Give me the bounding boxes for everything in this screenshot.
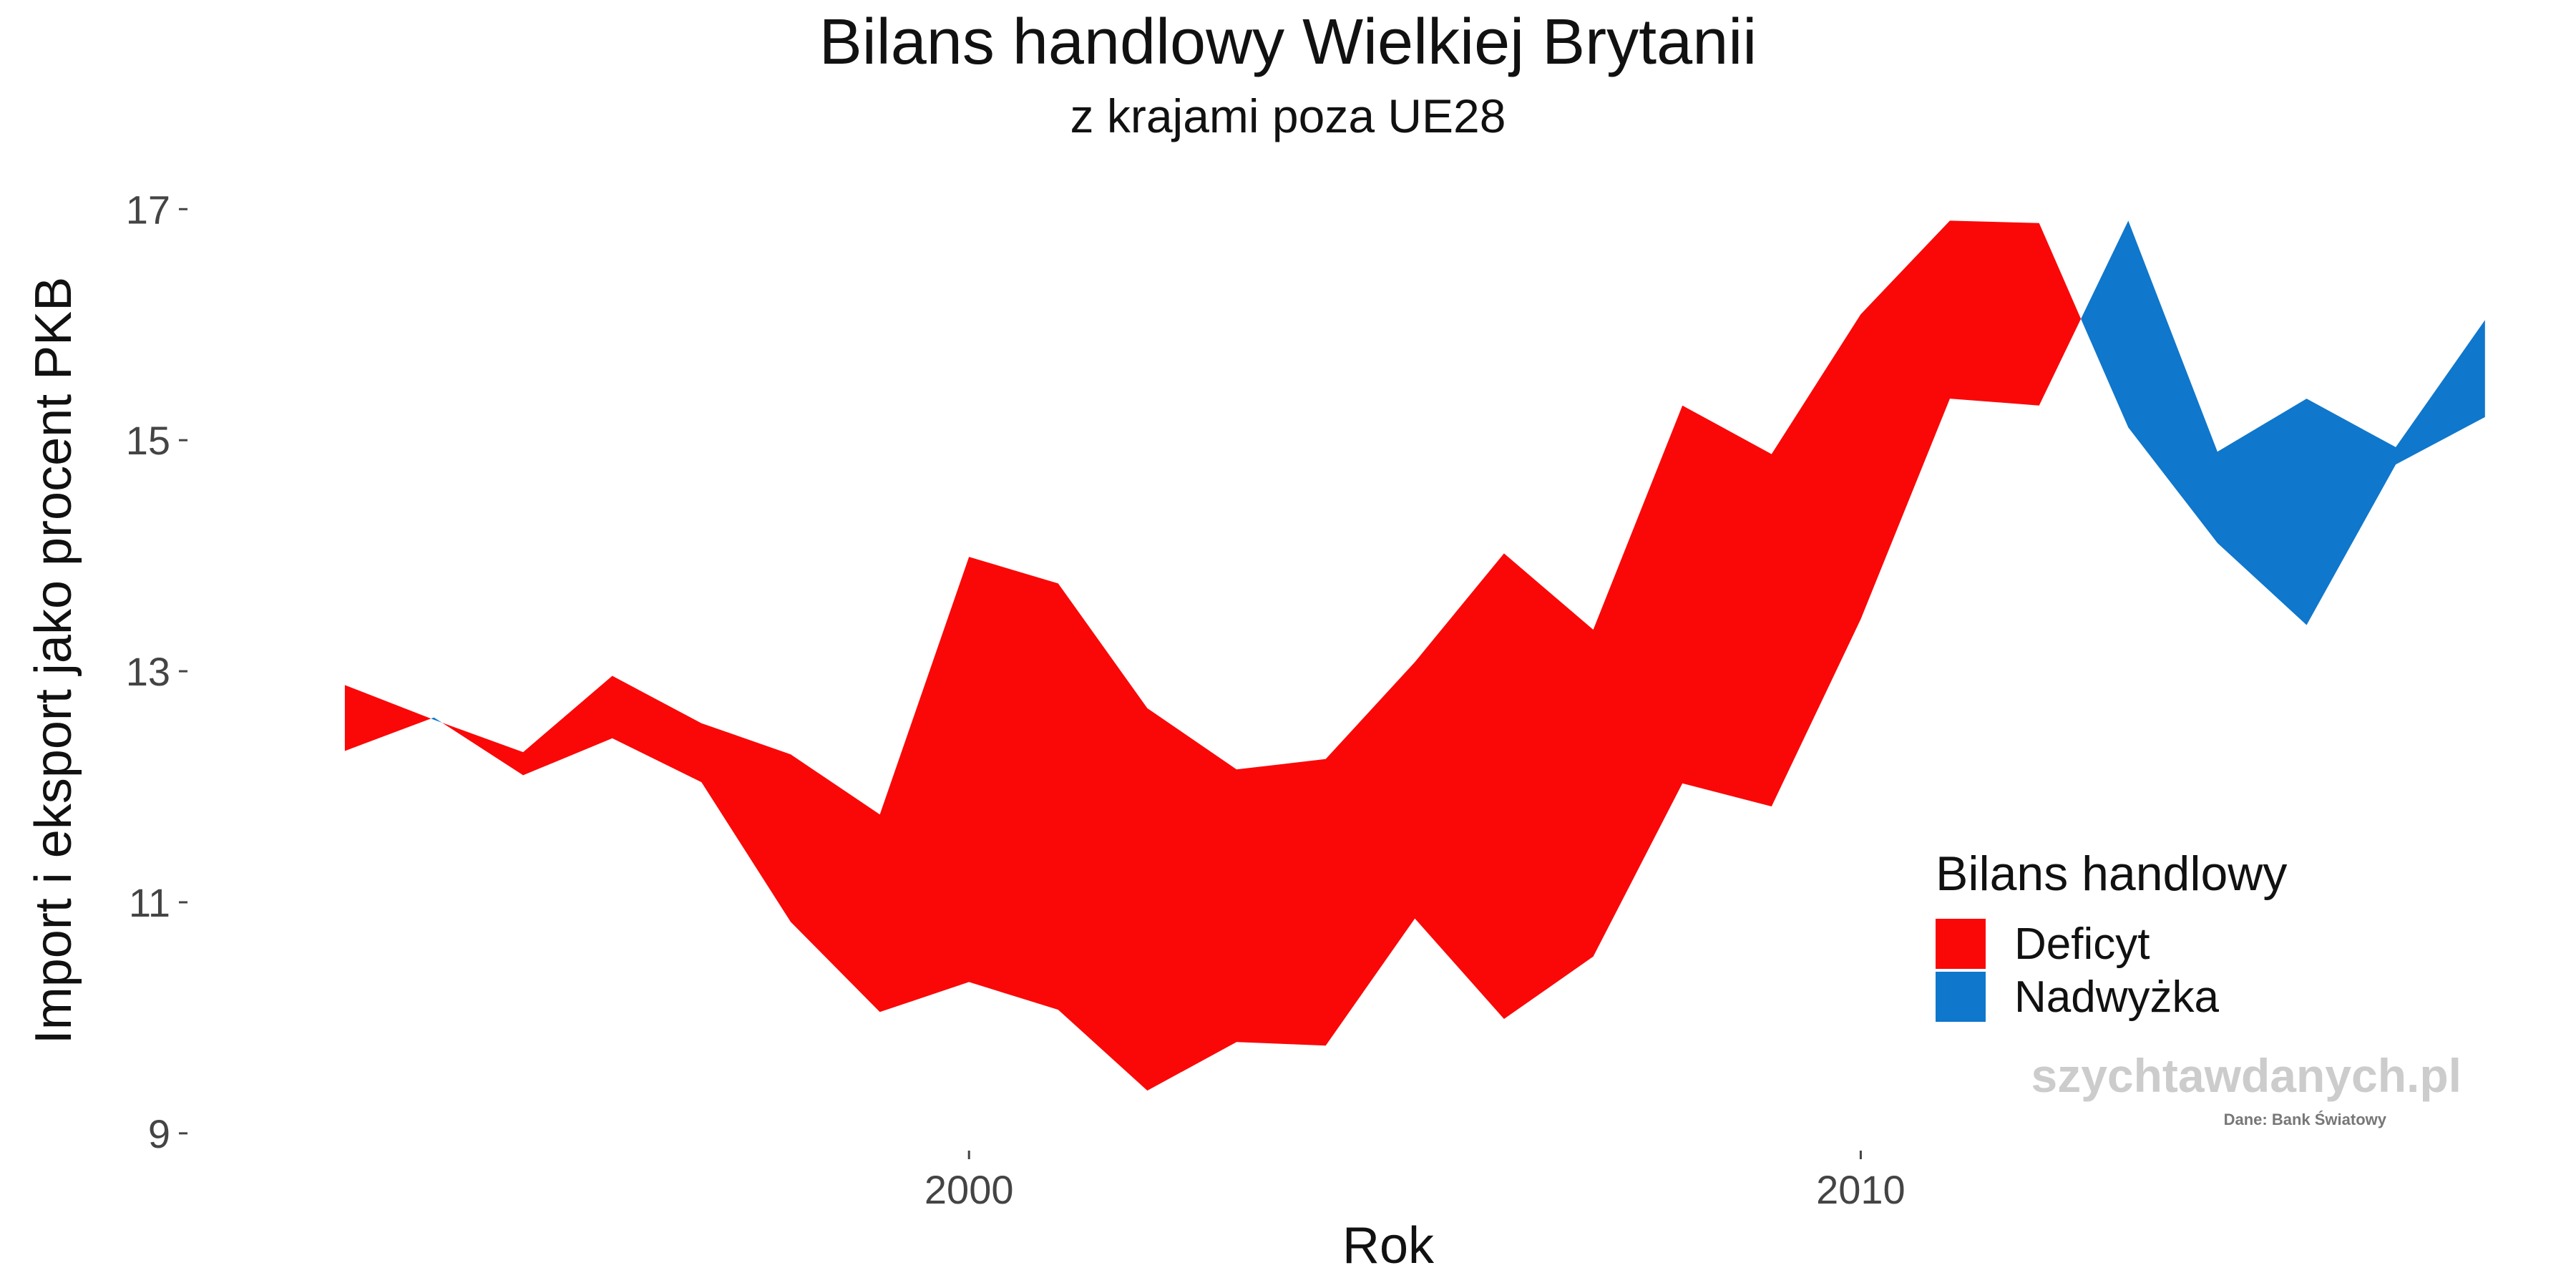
x-tick-label-2000: 2000 bbox=[924, 1167, 1014, 1212]
legend-swatch-deficyt bbox=[1936, 919, 1986, 969]
legend-item-deficyt: Deficyt bbox=[1936, 917, 2287, 970]
y-tick-label-9: 9 bbox=[148, 1111, 170, 1156]
y-tick-label-13: 13 bbox=[126, 649, 170, 694]
legend: Bilans handlowy Deficyt Nadwyżka bbox=[1936, 846, 2287, 1023]
y-axis-label: Import i eksport jako procent PKB bbox=[25, 276, 82, 1045]
chart-title: Bilans handlowy Wielkiej Brytanii bbox=[819, 6, 1757, 78]
x-axis: 2000 2010 bbox=[924, 1151, 1906, 1212]
legend-label-nadwyzka: Nadwyżka bbox=[2014, 972, 2219, 1022]
x-tick-label-2010: 2010 bbox=[1816, 1167, 1906, 1212]
x-axis-label: Rok bbox=[1342, 1217, 1435, 1274]
legend-item-nadwyzka: Nadwyżka bbox=[1936, 970, 2287, 1023]
source-note: Dane: Bank Światowy bbox=[2223, 1111, 2386, 1128]
y-axis: 9 11 13 15 17 bbox=[126, 187, 187, 1156]
deficit-area-2 bbox=[441, 220, 2082, 1091]
chart-subtitle: z krajami poza UE28 bbox=[1070, 89, 1506, 142]
legend-title: Bilans handlowy bbox=[1936, 847, 2288, 901]
deficit-area-0 bbox=[344, 685, 431, 751]
legend-swatch-nadwyzka bbox=[1936, 972, 1986, 1022]
watermark: szychtawdanych.pl bbox=[2031, 1049, 2462, 1102]
surplus-area-1 bbox=[431, 717, 442, 723]
y-tick-label-11: 11 bbox=[129, 880, 170, 925]
y-tick-label-15: 15 bbox=[126, 418, 170, 463]
surplus-area-3 bbox=[2081, 220, 2485, 625]
y-tick-label-17: 17 bbox=[126, 187, 170, 232]
area-layer bbox=[344, 220, 2485, 1091]
legend-label-deficyt: Deficyt bbox=[2014, 919, 2150, 969]
